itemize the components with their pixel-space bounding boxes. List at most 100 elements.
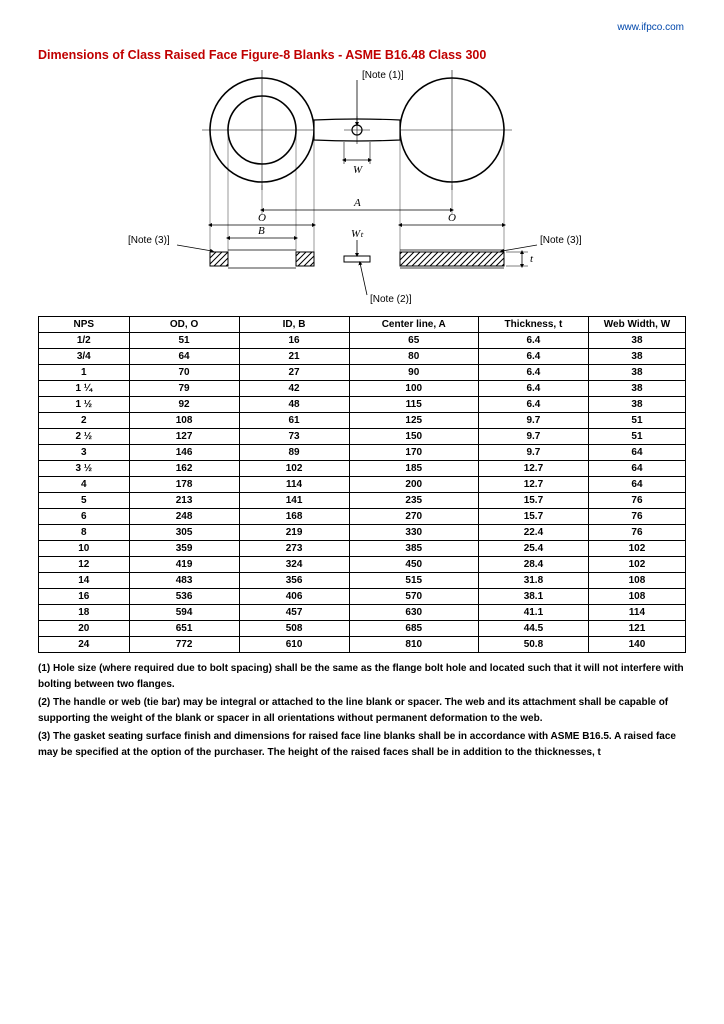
table-row: 2065150868544.5121 <box>39 621 686 637</box>
table-cell: 38.1 <box>478 589 588 605</box>
table-cell: 125 <box>349 413 478 429</box>
svg-text:Wₜ: Wₜ <box>351 228 364 240</box>
table-row: 1035927338525.4102 <box>39 541 686 557</box>
table-row: 3146891709.764 <box>39 445 686 461</box>
table-cell: 73 <box>239 429 349 445</box>
note3-left: [Note (3)] <box>128 235 212 251</box>
table-cell: 25.4 <box>478 541 588 557</box>
table-cell: 213 <box>129 493 239 509</box>
table-row: 521314123515.776 <box>39 493 686 509</box>
table-cell: 76 <box>588 525 685 541</box>
table-cell: 41.1 <box>478 605 588 621</box>
table-cell: 31.8 <box>478 573 588 589</box>
table-cell: 536 <box>129 589 239 605</box>
table-cell: 185 <box>349 461 478 477</box>
table-header-cell: Center line, A <box>349 317 478 333</box>
table-cell: 594 <box>129 605 239 621</box>
table-row: 1448335651531.8108 <box>39 573 686 589</box>
table-cell: 64 <box>588 477 685 493</box>
table-cell: 385 <box>349 541 478 557</box>
table-cell: 150 <box>349 429 478 445</box>
table-cell: 508 <box>239 621 349 637</box>
table-cell: 102 <box>588 541 685 557</box>
table-cell: 630 <box>349 605 478 621</box>
note3-right: [Note (3)] <box>502 235 582 251</box>
table-cell: 64 <box>588 461 685 477</box>
table-cell: 3/4 <box>39 349 130 365</box>
table-cell: 102 <box>239 461 349 477</box>
table-cell: 200 <box>349 477 478 493</box>
table-cell: 70 <box>129 365 239 381</box>
table-cell: 79 <box>129 381 239 397</box>
table-cell: 76 <box>588 493 685 509</box>
table-cell: 6.4 <box>478 365 588 381</box>
table-cell: 450 <box>349 557 478 573</box>
table-cell: 114 <box>588 605 685 621</box>
table-cell: 15.7 <box>478 493 588 509</box>
table-cell: 76 <box>588 509 685 525</box>
table-row: 830521933022.476 <box>39 525 686 541</box>
table-cell: 248 <box>129 509 239 525</box>
table-cell: 42 <box>239 381 349 397</box>
table-cell: 6 <box>39 509 130 525</box>
table-cell: 178 <box>129 477 239 493</box>
table-cell: 772 <box>129 637 239 653</box>
table-cell: 570 <box>349 589 478 605</box>
table-row: 2 ½127731509.751 <box>39 429 686 445</box>
table-cell: 102 <box>588 557 685 573</box>
table-cell: 80 <box>349 349 478 365</box>
table-cell: 146 <box>129 445 239 461</box>
table-cell: 610 <box>239 637 349 653</box>
table-cell: 28.4 <box>478 557 588 573</box>
table-row: 1859445763041.1114 <box>39 605 686 621</box>
table-cell: 64 <box>129 349 239 365</box>
dim-B: B <box>228 225 296 238</box>
table-cell: 141 <box>239 493 349 509</box>
table-cell: 6.4 <box>478 397 588 413</box>
table-cell: 6.4 <box>478 333 588 349</box>
table-cell: 115 <box>349 397 478 413</box>
table-row: 1 ½92481156.438 <box>39 397 686 413</box>
header-url[interactable]: www.ifpco.com <box>617 22 684 33</box>
table-row: 417811420012.764 <box>39 477 686 493</box>
table-cell: 16 <box>39 589 130 605</box>
table-cell: 38 <box>588 397 685 413</box>
svg-text:[Note (1)]: [Note (1)] <box>362 70 404 81</box>
table-row: 2477261081050.8140 <box>39 637 686 653</box>
table-body: 1/25116656.4383/46421806.43817027906.438… <box>39 333 686 653</box>
table-cell: 1 <box>39 365 130 381</box>
table-cell: 235 <box>349 493 478 509</box>
top-right-disc <box>392 70 512 190</box>
table-cell: 92 <box>129 397 239 413</box>
table-cell: 170 <box>349 445 478 461</box>
table-cell: 685 <box>349 621 478 637</box>
table-row: 2108611259.751 <box>39 413 686 429</box>
table-cell: 14 <box>39 573 130 589</box>
table-cell: 24 <box>39 637 130 653</box>
table-cell: 51 <box>588 429 685 445</box>
figure8-diagram: [Note (1)] W A O B O <box>122 70 602 310</box>
page-title: Dimensions of Class Raised Face Figure-8… <box>38 48 686 62</box>
table-cell: 65 <box>349 333 478 349</box>
table-cell: 810 <box>349 637 478 653</box>
note-paragraph: (2) The handle or web (tie bar) may be i… <box>38 695 686 727</box>
note-paragraph: (1) Hole size (where required due to bol… <box>38 661 686 693</box>
note-paragraph: (3) The gasket seating surface finish an… <box>38 729 686 761</box>
svg-text:t: t <box>530 253 534 265</box>
dimensions-table: NPSOD, OID, BCenter line, AThickness, tW… <box>38 316 686 653</box>
table-cell: 51 <box>588 413 685 429</box>
top-left-disc <box>202 70 322 190</box>
table-cell: 48 <box>239 397 349 413</box>
table-cell: 108 <box>588 589 685 605</box>
svg-text:A: A <box>353 197 361 209</box>
dim-t: t <box>506 252 534 266</box>
svg-text:[Note (2)]: [Note (2)] <box>370 294 412 305</box>
table-cell: 20 <box>39 621 130 637</box>
table-header-cell: ID, B <box>239 317 349 333</box>
table-cell: 9.7 <box>478 429 588 445</box>
table-cell: 12 <box>39 557 130 573</box>
table-cell: 114 <box>239 477 349 493</box>
table-row: 1653640657038.1108 <box>39 589 686 605</box>
table-cell: 61 <box>239 413 349 429</box>
table-cell: 457 <box>239 605 349 621</box>
